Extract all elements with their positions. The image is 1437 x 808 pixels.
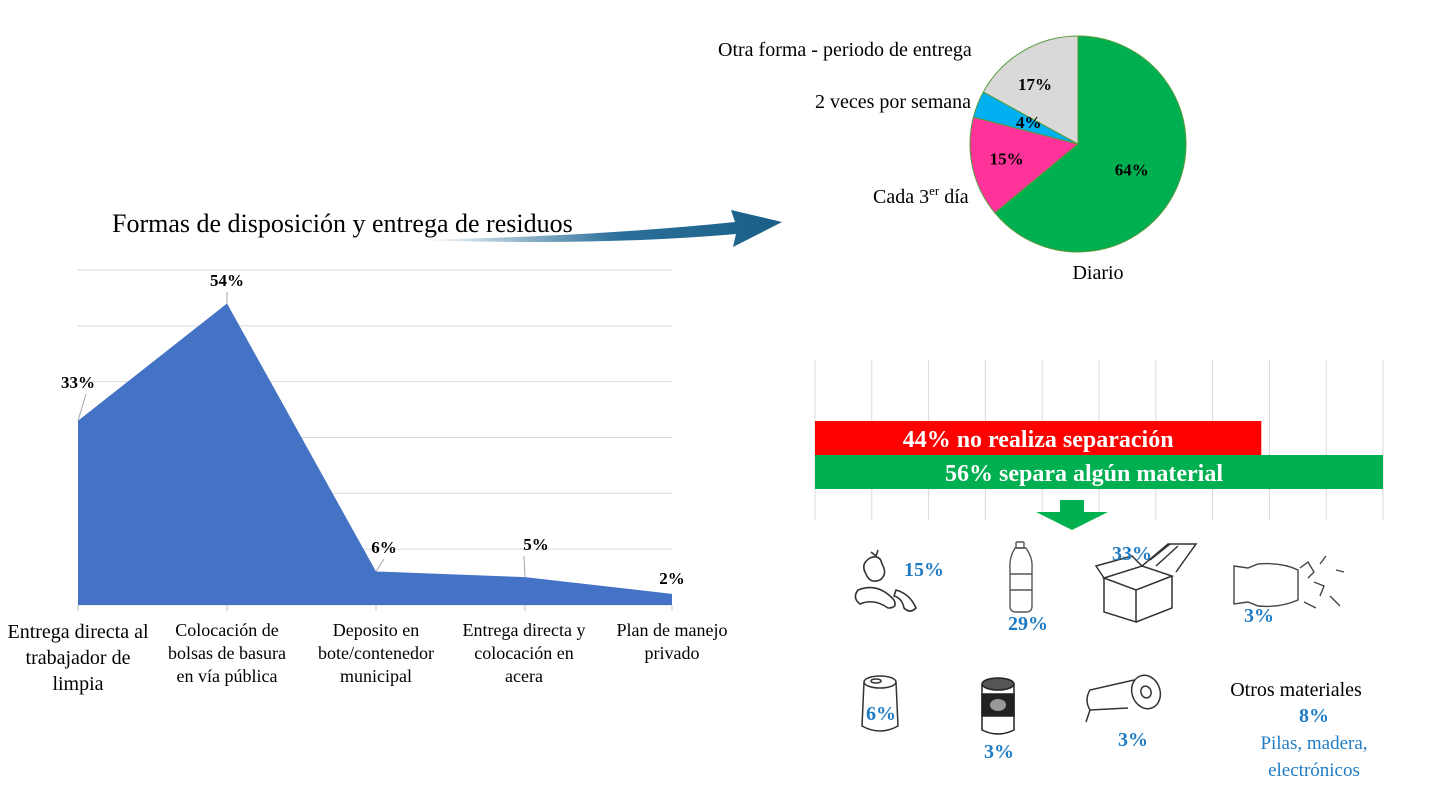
area-chart-leader-lines	[77, 292, 526, 578]
cardboard-box-icon	[1094, 543, 1198, 624]
pie-slice-diario	[994, 35, 1187, 253]
plastic-bottle-icon	[1009, 541, 1033, 613]
area-data-label: 6%	[371, 538, 397, 557]
separation-bars: 44% no realiza separación 56% separa algú…	[815, 421, 1383, 489]
pie-label-cada-3er-dia: Cada 3er día	[873, 183, 969, 208]
pie-slices	[969, 35, 1187, 253]
pie-label-diario: Diario	[1072, 262, 1123, 284]
pie-data-label: 17%	[1018, 75, 1052, 94]
bar-separa	[815, 455, 1383, 489]
otros-materiales: Otros materiales 8% Pilas, madera, elect…	[1230, 679, 1367, 781]
material-value-aluminum: 6%	[866, 703, 896, 725]
leader-line	[523, 555, 526, 578]
page-title: Formas de disposición y entrega de resid…	[112, 209, 573, 238]
bar-no-separa	[815, 421, 1262, 455]
otros-line1: Pilas, madera,	[1260, 733, 1367, 754]
pie-label-otra-forma: Otra forma - periodo de entrega	[718, 39, 972, 61]
bar-label: 44% no realiza separación	[903, 427, 1174, 453]
material-value-paper: 3%	[1118, 729, 1148, 751]
material-value-plastic: 29%	[1008, 613, 1048, 635]
category-label: Plan de manejo privado	[617, 620, 728, 663]
pie-data-label: 4%	[1016, 113, 1042, 132]
pie-slice-otra	[982, 35, 1079, 145]
material-value-glass: 3%	[1244, 605, 1274, 627]
area-data-label: 5%	[523, 535, 549, 554]
area-chart: 33% 54% 6% 5% 2% Entrega directa al trabajado…	[7, 269, 727, 695]
category-label: Entrega directa al trabajador de limpia	[7, 621, 148, 695]
leader-line	[77, 393, 87, 421]
area-data-label: 33%	[61, 373, 95, 392]
area-data-label: 2%	[659, 569, 685, 588]
curved-arrow-icon	[420, 210, 782, 247]
pie-chart: 64% 15% 4% 17% Diario Cada 3er día 2 veces …	[718, 35, 1187, 284]
down-arrow-icon	[1036, 500, 1108, 530]
pie-label-2-veces: 2 veces por semana	[815, 91, 971, 113]
area-chart-category-labels: Entrega directa al trabajador de limpia Col…	[7, 620, 727, 695]
paper-roll-icon	[1085, 674, 1162, 723]
area-chart-data-labels: 33% 54% 6% 5% 2%	[61, 271, 685, 588]
otros-value: 8%	[1299, 705, 1329, 727]
category-label: Entrega directa y colocación en acera	[463, 620, 586, 686]
pie-data-label: 64%	[1115, 160, 1149, 179]
material-value-tin: 3%	[984, 741, 1014, 763]
category-label: Colocación de bolsas de basura en vía públ…	[168, 620, 286, 686]
area-chart-ticks	[77, 605, 673, 611]
bar-label: 56% separa algún material	[945, 461, 1223, 487]
otros-title: Otros materiales	[1230, 679, 1362, 701]
aluminum-can-icon	[861, 675, 899, 732]
tin-can-icon	[981, 677, 1015, 735]
pie-slice-cada-3er-dia	[969, 116, 1080, 214]
category-label: Deposito en bote/contenedor municipal	[318, 620, 434, 686]
pie-data-label: 15%	[990, 150, 1024, 169]
otros-line2: electrónicos	[1268, 760, 1360, 781]
material-values: 15% 29% 33% 3% 6% 3% 3%	[866, 543, 1274, 763]
food-waste-icon	[854, 549, 917, 612]
separation-bar-chart: 44% no realiza separación 56% separa algú…	[814, 360, 1384, 530]
leader-line	[375, 558, 385, 572]
area-data-label: 54%	[210, 271, 244, 290]
material-value-food: 15%	[904, 559, 944, 581]
glass-bottle-icon	[1233, 555, 1345, 609]
area-series	[78, 303, 672, 605]
material-value-cardboard: 33%	[1112, 543, 1152, 565]
pie-data-labels: 64% 15% 4% 17%	[990, 75, 1149, 179]
